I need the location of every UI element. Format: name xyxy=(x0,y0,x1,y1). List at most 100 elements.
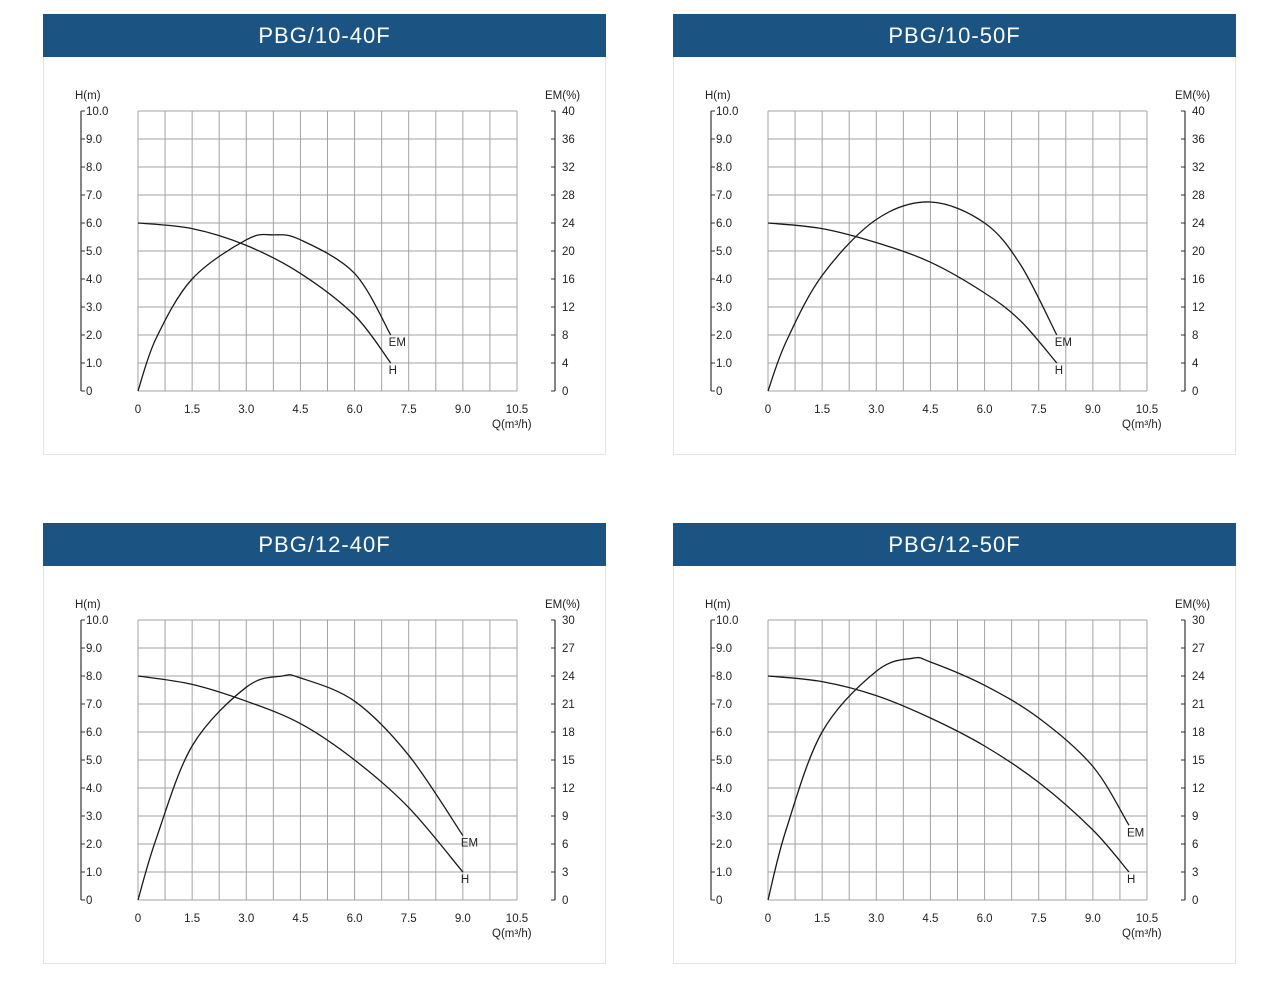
y-left-tick-label: 8.0 xyxy=(86,162,102,174)
y-left-tick-label: 2.0 xyxy=(86,839,102,851)
chart-panel-1: PBG/10-40F 0 1.0 2.0 3.0 4.0 5.0 6.0 7.0 8.0 9.0 1… xyxy=(43,14,606,455)
series-line-h xyxy=(137,222,392,364)
series-label-em: EM xyxy=(389,337,406,349)
y-right-tick-label: 28 xyxy=(562,190,575,202)
y-left-tick-label: 5.0 xyxy=(86,755,102,767)
y-right-tick-label: 28 xyxy=(1192,190,1205,202)
y-right-tick-label: 6 xyxy=(562,839,568,851)
x-tick-label: 0 xyxy=(765,913,771,925)
x-tick-label: 7.5 xyxy=(401,404,417,416)
chart-panel-3: PBG/12-40F 0 1.0 2.0 3.0 4.0 5.0 6.0 7.0 8.0 9.0 1… xyxy=(43,523,606,964)
y-right-axis-label: EM(%) xyxy=(1175,599,1210,611)
y-left-tick-label: 9.0 xyxy=(716,134,732,146)
y-left-tick-label: 10.0 xyxy=(716,106,738,118)
x-tick-label: 10.5 xyxy=(506,404,528,416)
y-right-tick-label: 20 xyxy=(1192,246,1205,258)
y-right-axis-label: EM(%) xyxy=(1175,90,1210,102)
y-right-tick-label: 24 xyxy=(562,218,575,230)
y-right-tick-label: 27 xyxy=(562,643,575,655)
y-right-tick-label: 4 xyxy=(562,358,569,370)
y-right-tick-label: 30 xyxy=(562,615,575,627)
x-tick-label: 4.5 xyxy=(292,913,308,925)
y-right-tick-label: 12 xyxy=(1192,783,1205,795)
y-right-axis-label: EM(%) xyxy=(545,90,580,102)
x-tick-label: 0 xyxy=(135,404,141,416)
x-tick-label: 0 xyxy=(765,404,771,416)
chart-title: PBG/10-40F xyxy=(43,14,606,57)
y-right-tick-label: 24 xyxy=(562,671,575,683)
y-left-tick-label: 8.0 xyxy=(716,162,732,174)
x-tick-label: 1.5 xyxy=(184,913,200,925)
x-tick-label: 3.0 xyxy=(868,913,884,925)
y-right-tick-label: 24 xyxy=(1192,218,1205,230)
y-left-tick-label: 5.0 xyxy=(716,755,732,767)
x-tick-label: 4.5 xyxy=(922,404,938,416)
y-left-tick-label: 10.0 xyxy=(86,106,108,118)
series-label-em: EM xyxy=(461,838,478,850)
y-right-tick-label: 20 xyxy=(562,246,575,258)
series-line-em xyxy=(767,201,1058,392)
x-tick-label: 3.0 xyxy=(868,404,884,416)
series-line-h xyxy=(767,222,1058,364)
chart-title: PBG/12-40F xyxy=(43,523,606,566)
series-line-h xyxy=(137,675,464,873)
series-line-em xyxy=(767,656,1130,901)
y-left-tick-label: 3.0 xyxy=(716,302,732,314)
y-left-tick-label: 10.0 xyxy=(86,615,108,627)
y-right-tick-label: 27 xyxy=(1192,643,1205,655)
y-left-tick-label: 7.0 xyxy=(86,190,102,202)
y-left-tick-label: 8.0 xyxy=(716,671,732,683)
y-right-tick-label: 8 xyxy=(1192,330,1198,342)
y-right-tick-label: 18 xyxy=(1192,727,1205,739)
series-line-em xyxy=(137,233,392,392)
chart-title: PBG/12-50F xyxy=(673,523,1236,566)
y-left-axis-label: H(m) xyxy=(75,599,101,611)
y-left-tick-label: 0 xyxy=(716,386,722,398)
x-axis-label: Q(m³/h) xyxy=(492,928,532,940)
y-right-tick-label: 18 xyxy=(562,727,575,739)
series-line-h xyxy=(767,675,1130,873)
y-left-tick-label: 7.0 xyxy=(716,190,732,202)
x-tick-label: 6.0 xyxy=(347,404,363,416)
y-left-tick-label: 5.0 xyxy=(716,246,732,258)
y-left-tick-label: 4.0 xyxy=(716,274,732,286)
x-tick-label: 6.0 xyxy=(977,913,993,925)
series-label-h: H xyxy=(1127,874,1135,886)
x-tick-label: 9.0 xyxy=(455,913,471,925)
y-right-tick-label: 12 xyxy=(562,783,575,795)
x-tick-label: 9.0 xyxy=(1085,913,1101,925)
y-right-tick-label: 21 xyxy=(562,699,575,711)
y-left-axis-label: H(m) xyxy=(705,90,731,102)
y-left-tick-label: 1.0 xyxy=(716,867,732,879)
y-left-tick-label: 7.0 xyxy=(86,699,102,711)
y-left-tick-label: 9.0 xyxy=(86,134,102,146)
x-tick-label: 9.0 xyxy=(455,404,471,416)
x-tick-label: 6.0 xyxy=(977,404,993,416)
y-right-tick-label: 8 xyxy=(562,330,568,342)
x-tick-label: 7.5 xyxy=(401,913,417,925)
y-left-tick-label: 7.0 xyxy=(716,699,732,711)
y-right-tick-label: 6 xyxy=(1192,839,1198,851)
x-tick-label: 1.5 xyxy=(814,913,830,925)
y-left-tick-label: 9.0 xyxy=(716,643,732,655)
y-right-tick-label: 3 xyxy=(1192,867,1198,879)
y-left-tick-label: 9.0 xyxy=(86,643,102,655)
y-left-tick-label: 8.0 xyxy=(86,671,102,683)
y-right-tick-label: 32 xyxy=(1192,162,1205,174)
y-right-tick-label: 15 xyxy=(562,755,575,767)
series-label-em: EM xyxy=(1127,827,1144,839)
y-right-tick-label: 15 xyxy=(1192,755,1205,767)
y-right-tick-label: 36 xyxy=(1192,134,1205,146)
y-right-tick-label: 9 xyxy=(1192,811,1198,823)
chart-title: PBG/10-50F xyxy=(673,14,1236,57)
chart-area: 0 1.0 2.0 3.0 4.0 5.0 6.0 7.0 8.0 9.0 10.0 0 3 6 9 12 15… xyxy=(43,566,606,964)
y-left-tick-label: 1.0 xyxy=(86,358,102,370)
y-left-tick-label: 6.0 xyxy=(86,727,102,739)
y-right-tick-label: 30 xyxy=(1192,615,1205,627)
y-right-tick-label: 0 xyxy=(562,895,568,907)
y-left-axis-label: H(m) xyxy=(75,90,101,102)
y-right-tick-label: 9 xyxy=(562,811,568,823)
x-tick-label: 9.0 xyxy=(1085,404,1101,416)
y-left-tick-label: 4.0 xyxy=(86,783,102,795)
y-left-tick-label: 1.0 xyxy=(716,358,732,370)
